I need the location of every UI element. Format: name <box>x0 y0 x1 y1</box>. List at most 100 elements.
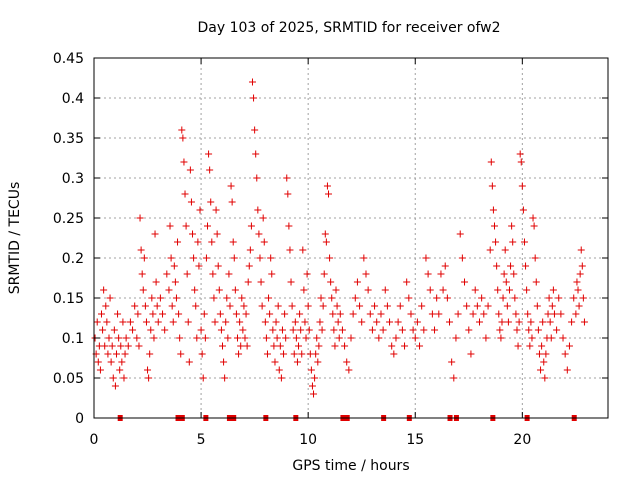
data-point <box>326 254 334 262</box>
data-point <box>314 358 322 366</box>
data-point <box>259 214 267 222</box>
data-point <box>499 294 507 302</box>
data-point <box>111 382 119 390</box>
data-point <box>267 254 275 262</box>
data-point <box>141 302 149 310</box>
data-point <box>185 358 193 366</box>
data-point <box>270 342 278 350</box>
data-point <box>213 230 221 238</box>
data-point <box>492 238 500 246</box>
data-point <box>452 334 460 342</box>
data-point <box>285 222 293 230</box>
data-point <box>305 326 313 334</box>
data-point <box>401 342 409 350</box>
data-point <box>168 302 176 310</box>
data-point <box>467 350 475 358</box>
data-point <box>514 342 522 350</box>
data-points <box>91 78 588 398</box>
data-point <box>142 318 150 326</box>
data-point <box>131 302 139 310</box>
data-point <box>508 222 516 230</box>
data-point <box>300 286 308 294</box>
data-point <box>190 254 198 262</box>
data-point <box>219 342 226 350</box>
data-point <box>275 366 283 374</box>
data-point <box>169 318 177 326</box>
data-point <box>577 246 585 254</box>
data-point <box>183 270 191 278</box>
data-point <box>461 278 469 286</box>
data-point <box>526 342 534 350</box>
data-point <box>215 286 223 294</box>
data-point <box>200 310 208 318</box>
data-point <box>105 334 113 342</box>
data-point <box>103 318 111 326</box>
data-point <box>205 150 213 158</box>
data-point <box>535 350 543 358</box>
data-point <box>280 350 288 358</box>
chart-title: Day 103 of 2025, SRMTID for receiver ofw… <box>197 20 500 36</box>
data-point <box>253 174 261 182</box>
data-point <box>456 230 464 238</box>
data-point <box>329 310 337 318</box>
data-point <box>435 310 443 318</box>
data-point <box>229 238 237 246</box>
data-point <box>426 286 434 294</box>
data-point <box>532 278 540 286</box>
data-point <box>310 390 318 398</box>
data-point <box>343 358 351 366</box>
data-point <box>568 318 576 326</box>
data-point <box>263 350 271 358</box>
data-point <box>409 326 417 334</box>
data-point <box>473 302 481 310</box>
data-point <box>204 222 212 230</box>
data-point <box>390 350 398 358</box>
data-point <box>220 358 228 366</box>
data-point <box>418 302 426 310</box>
data-point <box>542 350 550 358</box>
data-point <box>513 326 521 334</box>
data-point <box>450 374 458 382</box>
data-point <box>301 318 309 326</box>
data-point <box>237 342 245 350</box>
data-point <box>553 326 561 334</box>
data-point <box>208 238 216 246</box>
data-point <box>172 294 180 302</box>
data-point <box>261 318 269 326</box>
data-point <box>545 294 553 302</box>
data-point <box>195 262 203 270</box>
data-point <box>239 326 247 334</box>
grid-lines <box>94 58 608 418</box>
data-point <box>238 294 246 302</box>
y-axis-label: SRMTID / TECUs <box>7 182 23 295</box>
data-point <box>120 374 128 382</box>
data-point <box>187 198 195 206</box>
data-point <box>232 310 240 318</box>
data-point <box>274 302 282 310</box>
data-point <box>281 310 289 318</box>
data-point <box>541 374 549 382</box>
data-point <box>192 302 200 310</box>
data-point <box>284 190 292 198</box>
data-point <box>463 302 471 310</box>
data-point <box>231 286 239 294</box>
data-point <box>106 294 114 302</box>
data-point <box>163 270 171 278</box>
data-point <box>178 126 186 134</box>
data-point <box>129 326 137 334</box>
data-point <box>488 182 496 190</box>
data-point <box>574 286 582 294</box>
data-point <box>121 350 129 358</box>
data-point <box>227 182 235 190</box>
data-point <box>392 334 400 342</box>
plot-frame <box>93 57 609 419</box>
data-point <box>527 318 535 326</box>
data-point <box>519 206 527 214</box>
data-point <box>236 318 244 326</box>
data-point <box>167 254 175 262</box>
data-point <box>379 326 387 334</box>
data-point <box>422 254 430 262</box>
data-point <box>254 206 262 214</box>
data-point <box>299 246 307 254</box>
data-point <box>458 254 466 262</box>
